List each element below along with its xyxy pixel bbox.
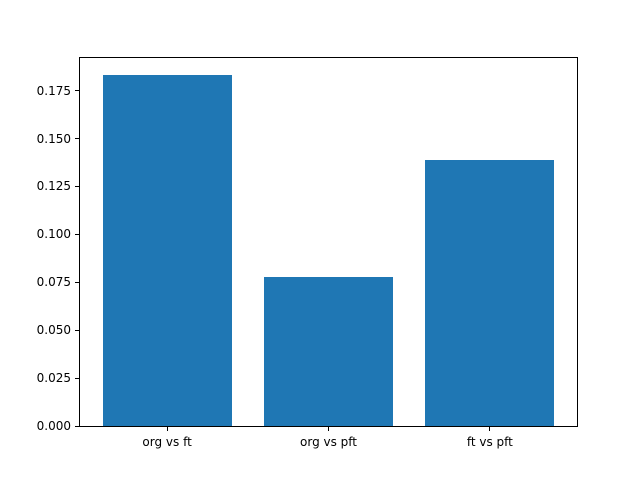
y-tick-mark (75, 281, 79, 283)
y-tick-mark (75, 425, 79, 427)
x-tick-mark (489, 427, 491, 431)
y-tick-label: 0.150 (36, 131, 71, 146)
y-tick-mark (75, 138, 79, 139)
y-tick-label: 0.000 (36, 419, 71, 433)
y-tick-mark (75, 90, 79, 92)
y-tick-label: 0.025 (36, 371, 71, 386)
y-tick-label: 0.175 (36, 83, 71, 98)
y-tick-label: 0.100 (36, 227, 71, 242)
x-tick-mark (166, 427, 168, 431)
x-tick-label: org vs pft (300, 435, 357, 449)
x-tick-mark (328, 427, 329, 431)
y-tick-label: 0.075 (36, 275, 71, 290)
y-tick-mark (75, 377, 79, 379)
y-tick-mark (75, 185, 79, 187)
x-tick-label: org vs ft (142, 435, 192, 449)
x-tick-label: ft vs pft (466, 435, 513, 449)
y-tick-label: 0.125 (36, 179, 71, 194)
bar-org-vs-ft (102, 75, 232, 426)
bar-ft-vs-pft (425, 159, 555, 426)
y-tick-label: 0.050 (36, 323, 71, 338)
plot-area (79, 57, 578, 427)
bar-org-vs-pft (263, 277, 394, 426)
y-tick-mark (75, 329, 79, 331)
y-tick-mark (75, 233, 79, 235)
